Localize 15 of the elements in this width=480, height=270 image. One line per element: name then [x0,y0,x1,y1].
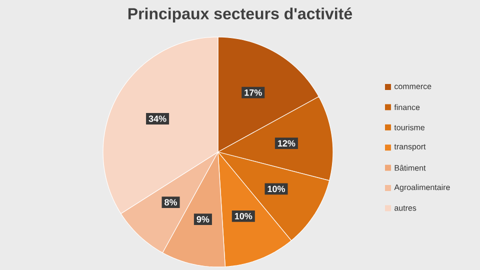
legend-label: autres [394,206,416,211]
data-label: 9% [196,216,210,223]
legend-label: finance [394,104,420,110]
data-label: 17% [244,89,262,96]
data-label: 34% [148,116,166,122]
data-label: 8% [164,199,178,206]
legend-label: transport [394,144,426,152]
data-label: 10% [234,212,252,220]
legend-label: Agroalimentaire [394,184,450,192]
chart-title: Principaux secteurs d'activité [128,7,352,23]
data-label: 12% [278,140,296,147]
data-label: 10% [268,186,286,192]
legend-label: tourisme [394,124,425,130]
legend-label: Bâtiment [394,164,426,171]
legend-label: commerce [394,84,432,90]
